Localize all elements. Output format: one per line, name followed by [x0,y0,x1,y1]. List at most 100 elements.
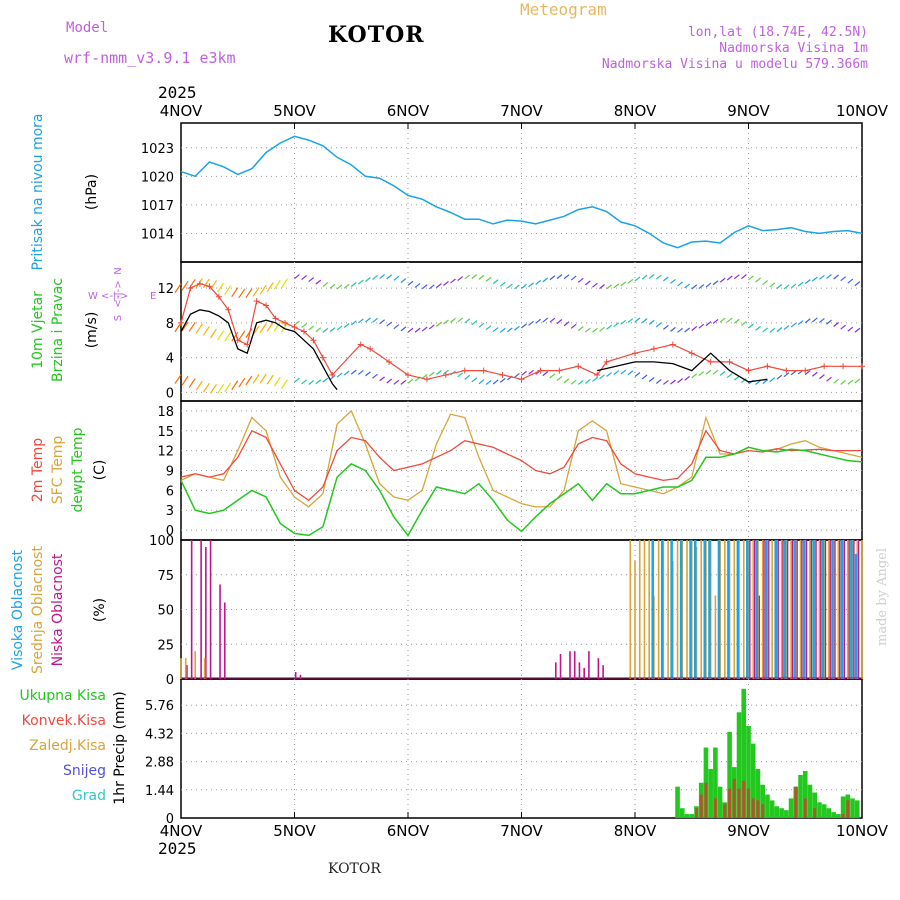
wind-barb [719,277,726,283]
wind-barb [414,282,421,288]
wind-gust-marker [821,363,828,370]
temp-ylabel-dewpt: dewpt Temp [70,427,86,512]
wind-barb [577,326,584,332]
y-tick-label: 1.44 [145,784,174,799]
wind-barb [322,282,329,288]
wind-barb [273,279,281,290]
wind-barb [273,321,281,332]
wind-barb [428,284,435,290]
wind-barb [450,317,456,323]
wind-barb [457,372,464,378]
wind-barb [238,288,246,299]
wind-gust-marker [632,350,638,357]
y-tick-label: 6 [166,484,174,499]
precip-bar-convective [732,778,736,818]
wind-barb [783,284,790,290]
precip-bar-convective [737,788,741,818]
wind-barb [202,326,210,336]
cloud-unit: (%) [92,598,108,622]
y-tick-label: 0 [166,812,174,827]
precip-bar-total [717,786,723,818]
wind-gust-marker [783,367,790,374]
precip-bar-total [708,769,713,818]
wind-gust-marker [225,306,232,313]
wind-barb [259,323,267,334]
wind-barb [280,379,288,390]
y-tick-label: 100 [149,534,174,549]
wind-barb [627,278,634,284]
wind-barb [329,283,336,289]
wind-barb [691,373,698,379]
wind-barb [691,326,698,331]
precip-bar-total [784,810,789,818]
wind-barb [691,284,698,290]
wind-barb [357,369,364,375]
sfc-temp-line [180,409,863,508]
wind-gust-marker [282,319,289,326]
wind-barb [648,274,655,279]
wind-barb [819,374,825,380]
wind-barb [599,326,605,332]
y-tick-label: 2.88 [145,756,174,771]
x-tick-label-top: 9NOV [727,102,770,120]
wind-barb [195,323,203,334]
wind-barb [407,327,414,333]
wind-barb [762,280,769,286]
wind-barb [847,326,854,332]
wind-barb [776,327,783,332]
wind-gust-marker [234,337,241,344]
wind-barb [188,378,196,388]
wind-barb [819,274,825,280]
wind-barb [393,324,400,330]
wind-barb [620,319,627,325]
year-top: 2025 [158,83,197,102]
wind-barb [741,274,747,280]
wind-barb [506,283,513,289]
x-tick-label-bottom: 8NOV [614,822,657,840]
wind-gust-marker [291,324,298,331]
wind-barb [584,327,591,333]
wind-barb [677,281,683,287]
wind-barb [719,317,726,323]
wind-gust-marker [357,341,364,348]
wind-barb [231,331,239,342]
wind-barb [684,327,691,333]
precip-bar-convective [751,798,755,818]
wind-gust-marker [575,363,582,370]
y-tick-label: 75 [157,569,174,584]
wind-barb [492,327,499,333]
wind-gust-marker [310,337,317,344]
wind-barb [577,379,584,385]
wind-barb [641,274,648,280]
wind-barb [393,275,400,281]
wind-barb [733,318,740,324]
wind-barb [804,370,811,376]
wind-barb [833,274,839,280]
y-tick-label: 9 [166,465,174,480]
precip-bar-convective [747,788,750,818]
wind-gust-marker [244,341,251,348]
wind-barb [811,317,818,323]
precip-bar-convective [756,800,760,818]
wind-barb [336,284,343,290]
wind-barb [450,278,456,284]
precip-bar-total [755,769,761,818]
wind-barb [613,283,620,289]
x-tick-label-bottom: 9NOV [727,822,770,840]
wind-barb [719,370,726,376]
y-tick-label: 12 [157,282,174,297]
wind-barb [485,276,492,282]
wind-barb [733,375,740,381]
wind-barb [514,372,520,378]
wind-gust-marker [499,371,506,378]
wind-barb [336,325,343,331]
y-tick-label: 1020 [141,170,174,185]
wind-barb [400,278,407,284]
wind-barb [436,321,442,327]
precip-legend-label: Grad [72,788,106,804]
pressure-line [180,135,863,249]
wind-barb [641,318,648,324]
wind-barb [301,275,307,281]
precip-bar-total [760,784,765,818]
y-tick-label: 1017 [141,199,174,214]
